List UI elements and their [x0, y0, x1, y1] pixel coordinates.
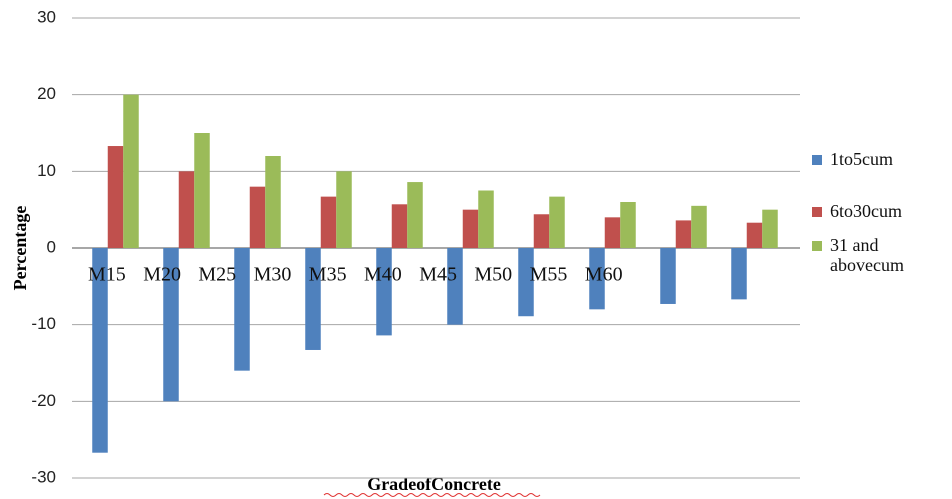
- bar: [320, 196, 337, 248]
- legend-label: 31 and abovecum: [830, 235, 904, 275]
- legend-label: 6to30cum: [830, 201, 902, 221]
- bar: [533, 214, 550, 248]
- x-tick-label: M20: [143, 264, 181, 286]
- bar: [391, 204, 408, 248]
- y-tick-label: -20: [31, 391, 56, 410]
- legend-swatch: [812, 207, 822, 217]
- bar: [376, 248, 392, 336]
- bar: [660, 248, 676, 304]
- y-tick-label: 20: [37, 84, 56, 103]
- legend-swatch: [812, 155, 822, 165]
- bar: [265, 156, 281, 248]
- bar: [92, 248, 108, 453]
- x-tick-label: M25: [198, 264, 236, 286]
- y-tick-label: 10: [37, 161, 56, 180]
- bar: [691, 205, 707, 248]
- bar: [447, 248, 463, 325]
- y-tick-label: -30: [31, 467, 56, 486]
- bar: [194, 133, 210, 248]
- bar: [249, 186, 266, 248]
- y-tick-label: 30: [37, 7, 56, 26]
- bar: [407, 182, 423, 248]
- x-axis-title: GradeofConcrete: [367, 474, 501, 494]
- y-tick-label: -10: [31, 314, 56, 333]
- bar: [762, 209, 778, 248]
- bar: [336, 171, 352, 248]
- bar: [462, 209, 479, 248]
- x-tick-label: M35: [309, 264, 347, 286]
- x-tick-label: M55: [530, 264, 568, 286]
- bar: [549, 196, 565, 248]
- y-tick-label: 0: [47, 237, 56, 256]
- y-axis-title: Percentage: [10, 206, 30, 291]
- x-tick-label: M15: [88, 264, 126, 286]
- x-tick-label: M45: [419, 264, 457, 286]
- bar: [675, 220, 692, 248]
- x-tick-label: M50: [474, 264, 512, 286]
- bar: [123, 94, 139, 249]
- bar: [731, 248, 747, 300]
- bar: [107, 146, 124, 248]
- spell-underline: [323, 493, 541, 497]
- bar: [178, 171, 195, 248]
- bar: [478, 190, 494, 248]
- legend-swatch: [812, 241, 822, 251]
- bar: [620, 202, 636, 248]
- bar: [518, 248, 534, 317]
- legend-label: 1to5cum: [830, 149, 893, 169]
- bar: [234, 248, 250, 371]
- bar: [163, 248, 179, 402]
- bar: [746, 222, 763, 248]
- bar: [305, 248, 321, 350]
- x-tick-label: M40: [364, 264, 402, 286]
- x-tick-label: M30: [254, 264, 292, 286]
- bar: [604, 217, 621, 248]
- x-tick-label: M60: [585, 264, 623, 286]
- bar: [589, 248, 605, 310]
